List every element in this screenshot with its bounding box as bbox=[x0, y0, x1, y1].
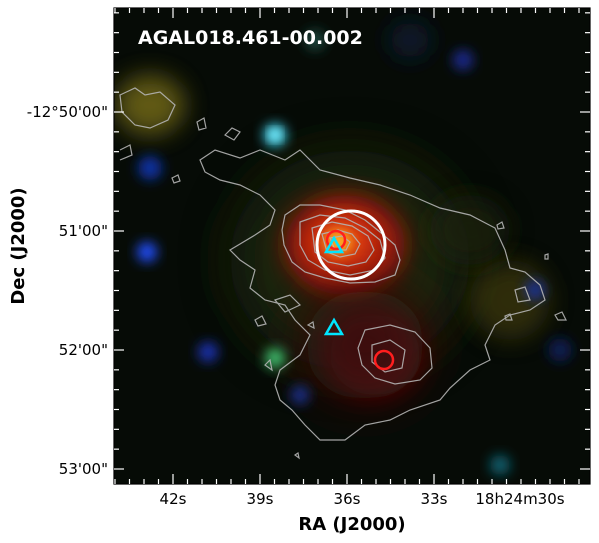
x-tick-label: 33s bbox=[421, 490, 448, 508]
large-white-circle bbox=[315, 209, 387, 281]
x-tick-label: 42s bbox=[160, 490, 187, 508]
y-tick-label: 51'00" bbox=[59, 222, 108, 240]
x-tick-label: 39s bbox=[247, 490, 274, 508]
axis-ticks bbox=[114, 8, 590, 484]
y-tick-label: 52'00" bbox=[59, 341, 108, 359]
x-tick-label: 18h24m30s bbox=[475, 490, 564, 508]
y-axis-title: Dec (J2000) bbox=[8, 187, 29, 304]
cyan-triangle-marker bbox=[323, 317, 345, 336]
plot-frame bbox=[113, 7, 591, 485]
image-title: AGAL018.461-00.002 bbox=[138, 27, 363, 49]
red-circle-marker bbox=[373, 349, 395, 371]
x-tick-label: 36s bbox=[334, 490, 361, 508]
sky-image bbox=[114, 8, 590, 484]
cyan-triangle-marker bbox=[323, 235, 345, 254]
x-axis-title: RA (J2000) bbox=[298, 514, 405, 535]
y-tick-label: -12°50'00" bbox=[27, 103, 108, 121]
y-tick-label: 53'00" bbox=[59, 460, 108, 478]
red-circle-marker bbox=[325, 229, 347, 251]
